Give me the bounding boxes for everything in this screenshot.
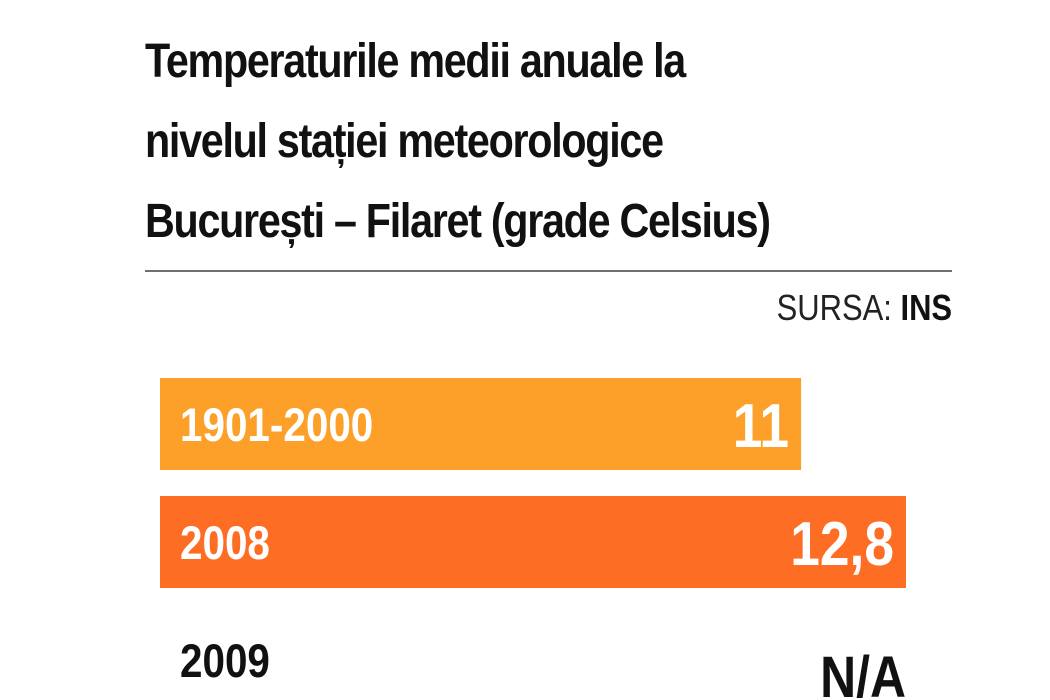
chart-title: Temperaturile medii anuale la nivelul st… — [145, 22, 885, 262]
bar-row-2: 2009 N/A — [180, 635, 906, 700]
category-label: 2008 — [180, 517, 270, 570]
chart-title-line-2: nivelul stației meteorologice — [145, 115, 664, 168]
bar — [160, 496, 906, 588]
source-label: SURSA: — [776, 287, 892, 328]
title-divider — [145, 270, 952, 272]
value-label: 12,8 — [790, 510, 894, 579]
value-label: 11 — [733, 392, 789, 461]
source-credit: SURSA: INS — [776, 288, 952, 328]
chart-title-line-3: București – Filaret (grade Celsius) — [145, 195, 771, 248]
category-label: 1901-2000 — [180, 399, 373, 452]
chart-title-line-1: Temperaturile medii anuale la — [145, 35, 686, 88]
category-label: 2009 — [180, 635, 270, 688]
source-value: INS — [900, 287, 952, 328]
bar — [160, 378, 802, 470]
value-label: N/A — [820, 646, 906, 700]
bar-row-1: 2008 12,8 — [160, 496, 906, 588]
bar-row-0: 1901-2000 11 — [160, 378, 802, 470]
